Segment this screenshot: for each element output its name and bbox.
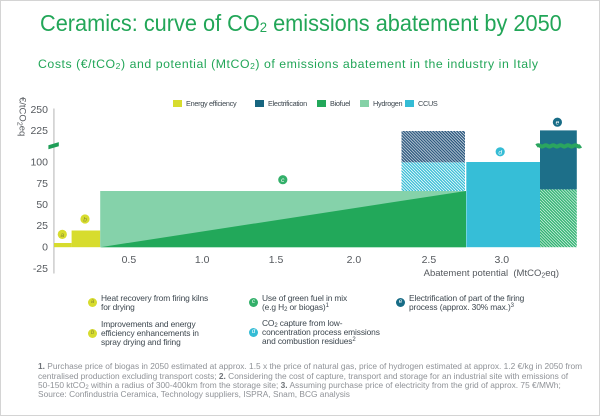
svg-text:75: 75	[36, 178, 48, 190]
svg-text:0: 0	[42, 241, 48, 253]
svg-text:b: b	[83, 217, 87, 224]
svg-text:3.0: 3.0	[494, 254, 509, 266]
svg-text:100: 100	[30, 157, 48, 169]
svg-text:2.0: 2.0	[347, 254, 362, 266]
svg-text:250: 250	[30, 104, 48, 116]
svg-text:1.0: 1.0	[195, 254, 210, 266]
svg-text:a: a	[60, 232, 64, 239]
svg-text:c: c	[281, 177, 285, 184]
svg-text:€/tCO2eq: €/tCO2eq	[16, 97, 28, 136]
svg-text:-25: -25	[33, 263, 48, 275]
svg-text:e: e	[556, 120, 560, 127]
svg-text:0.5: 0.5	[122, 254, 137, 266]
svg-text:Abatement potential (MtCO2eq): Abatement potential (MtCO2eq)	[424, 268, 559, 280]
svg-text:d: d	[498, 149, 502, 156]
svg-text:1.5: 1.5	[269, 254, 284, 266]
svg-text:50: 50	[36, 199, 48, 211]
svg-text:225: 225	[30, 125, 48, 137]
svg-text:25: 25	[36, 220, 48, 232]
svg-text:2.5: 2.5	[422, 254, 437, 266]
